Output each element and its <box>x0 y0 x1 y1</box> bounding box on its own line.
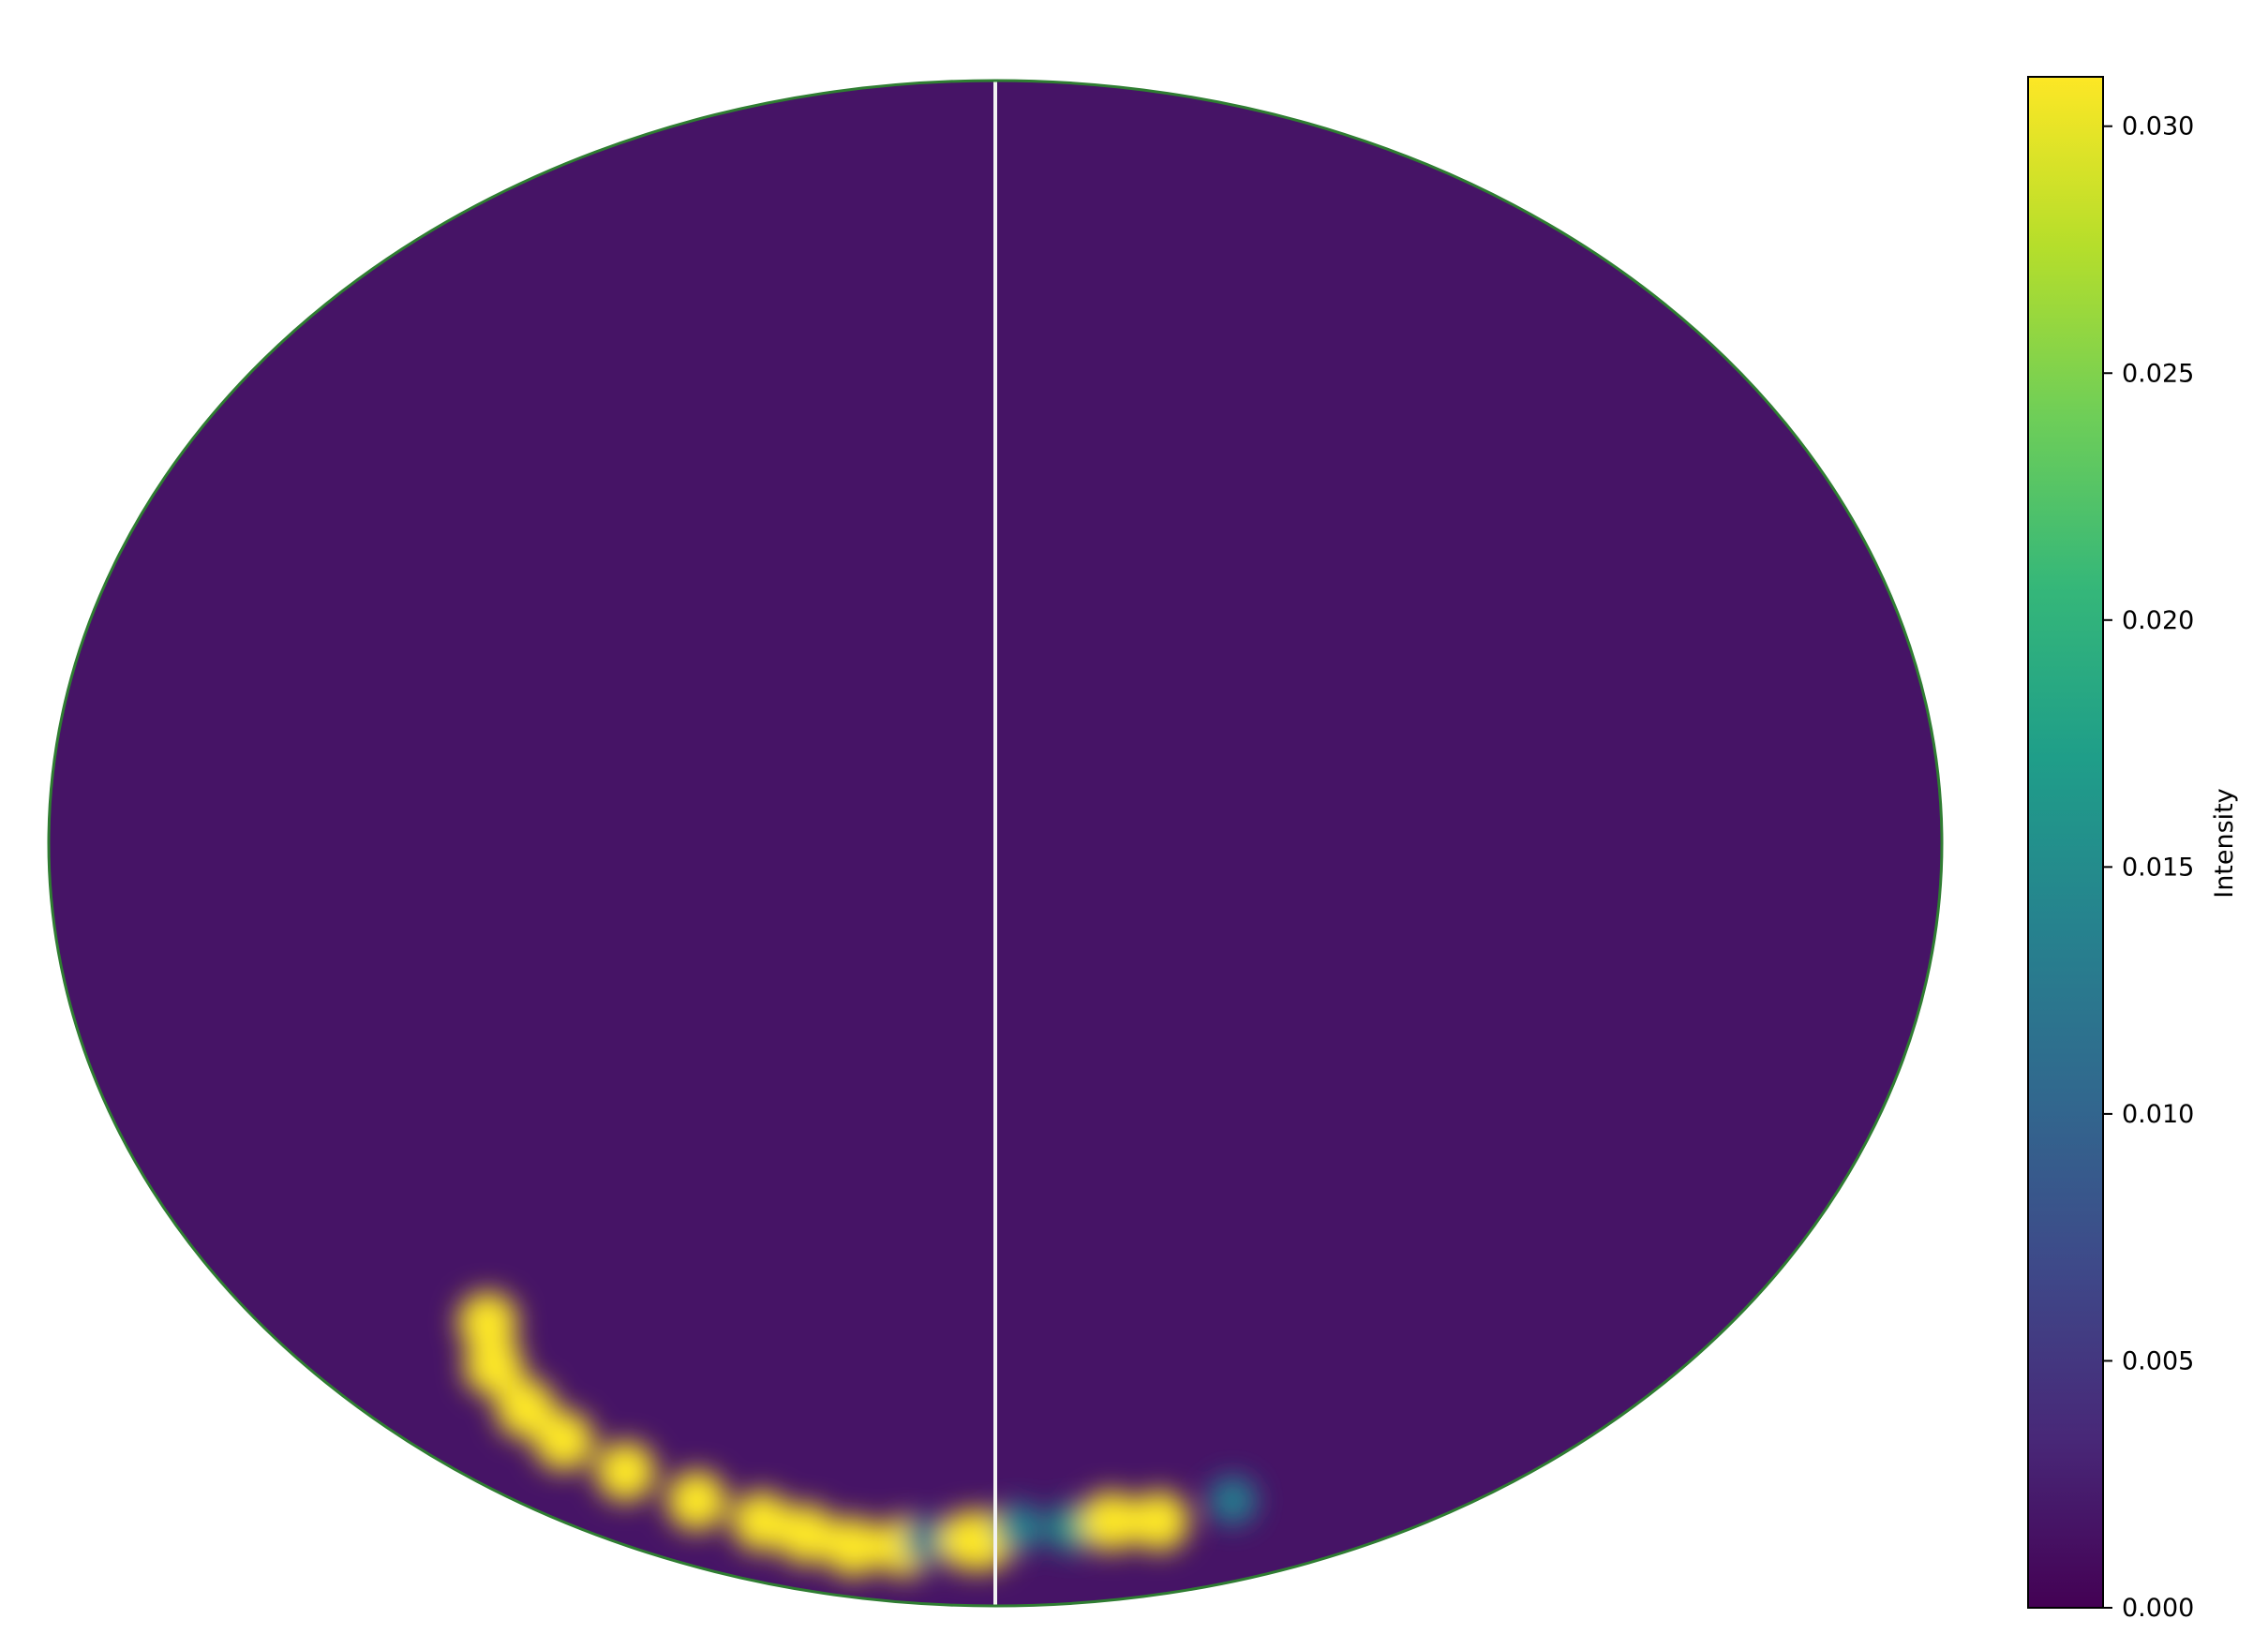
colorbar-tick-label: 0.030 <box>2122 112 2194 141</box>
map-panel <box>47 79 1944 1608</box>
heatmap-hotspot <box>823 1516 884 1577</box>
heatmap-hotspot <box>666 1470 727 1531</box>
colorbar-tick-label: 0.005 <box>2122 1346 2194 1375</box>
heatmap-hotspot <box>1081 1491 1141 1552</box>
colorbar-tick-label: 0.010 <box>2122 1100 2194 1129</box>
heatmap-hotspot <box>903 1516 952 1566</box>
colorbar-tick-label: 0.000 <box>2122 1594 2194 1623</box>
map-outline <box>47 79 1944 1608</box>
heatmap-hotspot <box>776 1504 837 1565</box>
heatmap-hotspot <box>457 1292 518 1352</box>
heatmap-hotspot <box>463 1336 524 1397</box>
heatmap-hotspot <box>533 1410 594 1471</box>
colorbar: 0.000 0.005 0.010 0.015 0.020 0.025 0.030 Inte… <box>2027 76 2239 1623</box>
colorbar-ticks: 0.000 0.005 0.010 0.015 0.020 0.025 0.030 <box>2103 112 2194 1623</box>
colorbar-tick-label: 0.025 <box>2122 359 2194 388</box>
colorbar-tick-label: 0.015 <box>2122 853 2194 882</box>
heatmap-hotspot <box>1128 1491 1189 1552</box>
colorbar-label: Intensity <box>2210 788 2239 899</box>
heatmap-hotspot <box>595 1441 656 1502</box>
colorbar-frame <box>2027 76 2104 1609</box>
colorbar-tick-label: 0.020 <box>2122 606 2194 635</box>
hotspot-layer <box>457 1292 1258 1577</box>
heatmap-hotspot <box>1208 1476 1258 1525</box>
heatmap-hotspot <box>993 1503 1043 1552</box>
colorbar-gradient <box>2028 77 2103 1608</box>
